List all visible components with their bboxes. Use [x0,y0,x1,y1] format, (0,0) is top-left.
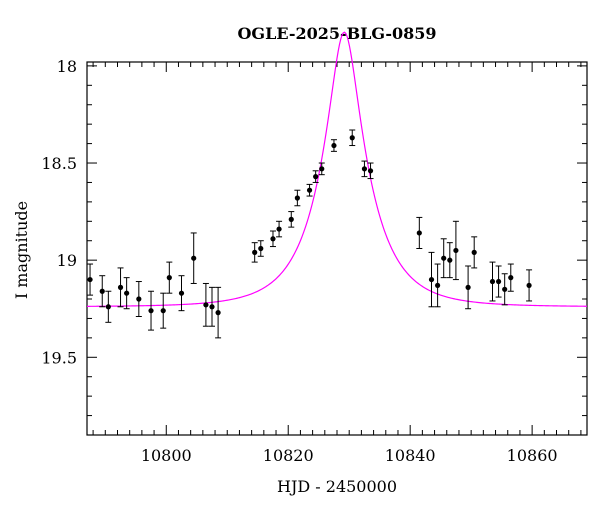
data-point [319,166,325,172]
data-point [99,288,105,294]
data-point [526,282,532,289]
data-point [209,304,215,310]
chart-title: OGLE-2025-BLG-0859 [237,24,436,43]
data-point [495,278,502,285]
data-point [367,168,374,174]
data-point [361,166,368,172]
model-curve [86,31,588,307]
data-point [447,257,453,263]
data-points [87,135,532,316]
data-point [441,255,447,261]
data-point [166,275,172,281]
data-point [136,296,142,302]
y-tick-label: 19 [57,251,77,270]
data-point [258,245,264,252]
plot-frame [86,61,588,436]
axis-tick-labels: 10800 10820 10840 10860 18 18.5 19 19.5 [41,57,557,465]
data-point [124,290,130,296]
data-point [435,282,441,289]
data-point [489,278,496,285]
data-point [203,302,209,308]
data-point [276,226,282,232]
x-tick-label: 10840 [385,446,436,465]
data-point [191,255,197,261]
y-tick-label: 19.5 [41,348,77,367]
data-point [349,135,355,141]
data-point [428,276,435,283]
data-point [105,304,111,310]
data-point [215,310,221,316]
data-point [294,195,300,201]
data-point [313,174,319,180]
data-point [471,249,477,255]
y-tick-label: 18 [57,57,77,76]
data-point [117,284,124,290]
data-point [306,187,313,193]
data-point [270,236,276,242]
data-point [148,308,154,314]
data-point [252,249,258,255]
y-tick-label: 18.5 [41,154,77,173]
data-point [331,142,337,149]
data-point [508,275,514,281]
y-axis-label: I magnitude [12,201,31,299]
data-point [288,216,294,222]
x-tick-label: 10820 [263,446,314,465]
data-point [502,286,508,292]
x-axis-label: HJD - 2450000 [277,477,397,496]
data-point [453,247,459,254]
error-bars [87,129,533,339]
x-tick-label: 10800 [141,446,192,465]
axis-ticks [87,62,587,436]
x-tick-label: 10860 [507,446,558,465]
data-point [160,308,166,314]
data-point [87,276,93,283]
data-point [178,290,185,296]
data-point [465,284,471,290]
data-point [416,230,422,236]
